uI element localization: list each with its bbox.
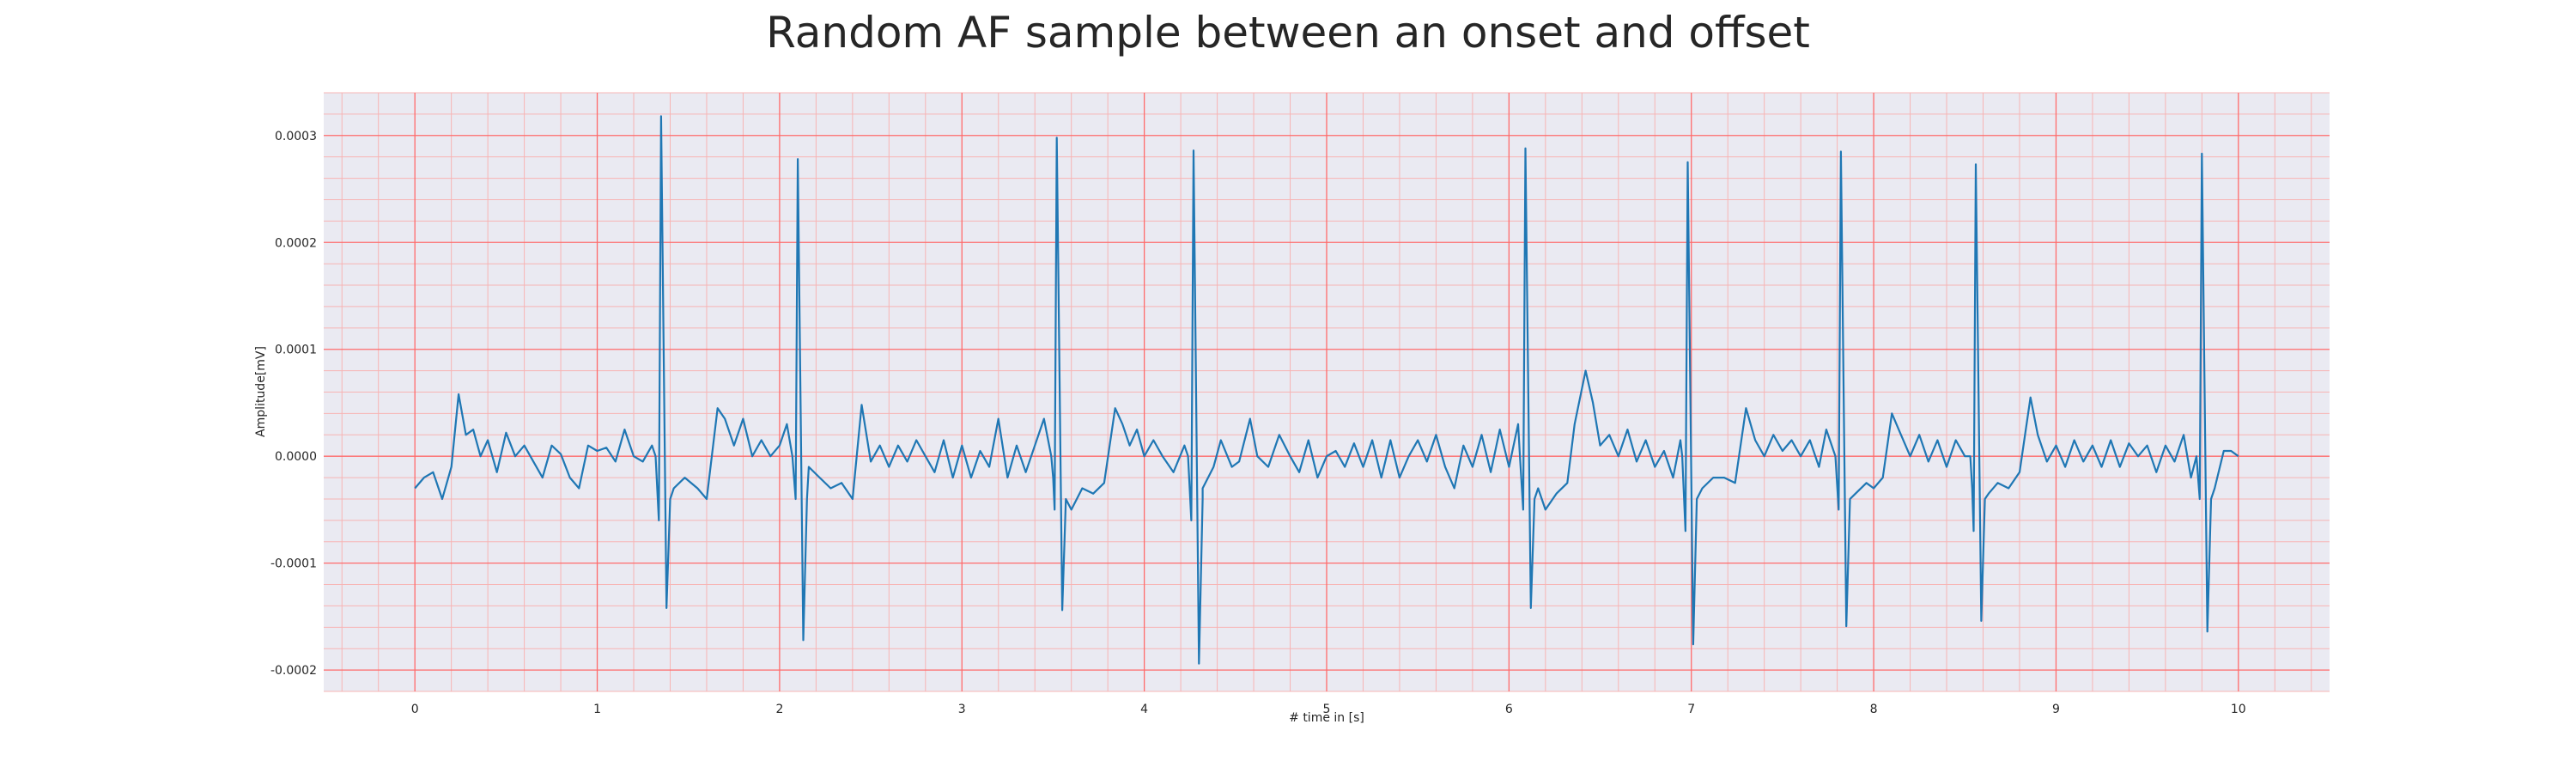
x-tick-label: 8 xyxy=(1870,703,1878,716)
y-tick-label: 0.0000 xyxy=(275,450,317,464)
y-tick-label: 0.0001 xyxy=(275,344,317,357)
x-tick-label: 6 xyxy=(1505,703,1513,716)
x-tick-label: 3 xyxy=(958,703,966,716)
x-tick-label: 4 xyxy=(1140,703,1148,716)
x-tick-label: 9 xyxy=(2052,703,2060,716)
x-tick-label: 1 xyxy=(593,703,601,716)
x-tick-label: 5 xyxy=(1323,703,1331,716)
x-tick-label: 7 xyxy=(1687,703,1695,716)
y-tick-label: 0.0002 xyxy=(275,236,317,250)
y-tick-label: -0.0001 xyxy=(270,557,317,571)
x-axis-label: # time in [s] xyxy=(1289,711,1364,725)
x-tick-label: 2 xyxy=(775,703,783,716)
y-tick-label: -0.0002 xyxy=(270,664,317,678)
x-axis-ticks: 0 1 2 3 4 5 6 7 8 9 10 xyxy=(411,703,2246,716)
y-tick-label: 0.0003 xyxy=(275,130,317,143)
chart-title: Random AF sample between an onset and of… xyxy=(766,8,1810,58)
y-axis-label: Amplitude[mV] xyxy=(254,346,268,437)
ecg-signal-line xyxy=(414,115,2239,665)
x-tick-label: 10 xyxy=(2231,703,2246,716)
x-tick-label: 0 xyxy=(411,703,419,716)
y-axis-ticks: -0.0002 -0.0001 0.0000 0.0001 0.0002 0.0003 xyxy=(270,130,317,678)
